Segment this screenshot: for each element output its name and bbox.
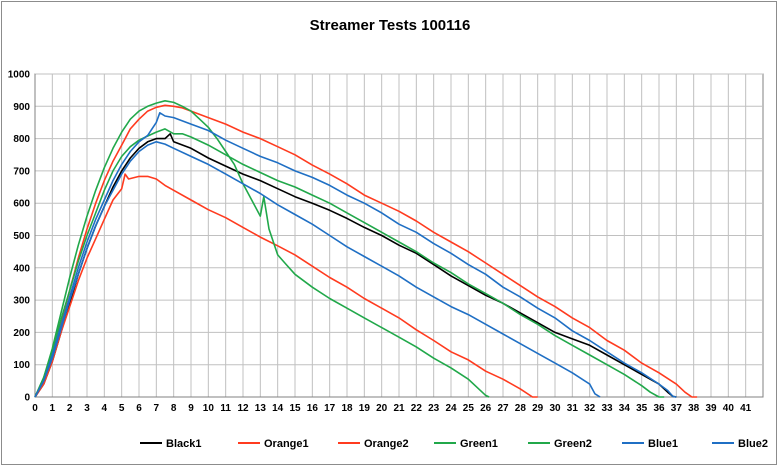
chart-title: Streamer Tests 100116 <box>310 17 471 34</box>
legend-label: Green2 <box>554 438 592 450</box>
series-line-green2 <box>34 128 665 398</box>
x-tick-label: 8 <box>171 403 177 414</box>
series-line-green1 <box>34 100 490 398</box>
legend-label: Orange2 <box>364 438 409 450</box>
legend: Black1 Orange1 Orange2 Green1 Green2 Blue1 Blu… <box>140 438 768 450</box>
x-tick-label: 23 <box>428 403 440 414</box>
x-tick-label: 11 <box>220 403 231 414</box>
x-tick-label: 39 <box>705 403 717 414</box>
x-tick-label: 28 <box>515 403 527 414</box>
x-tick-label: 13 <box>255 403 267 414</box>
x-tick-label: 10 <box>203 403 215 414</box>
x-tick-label: 5 <box>119 403 125 414</box>
x-tick-label: 9 <box>188 403 194 414</box>
y-tick-label: 1000 <box>8 70 31 81</box>
series-line-blue2 <box>34 141 601 398</box>
x-tick-label: 30 <box>549 403 561 414</box>
y-tick-label: 500 <box>13 231 30 242</box>
legend-label: Green1 <box>460 438 498 450</box>
legend-label: Blue1 <box>648 438 678 450</box>
x-tick-label: 18 <box>341 403 353 414</box>
x-tick-label: 15 <box>289 403 301 414</box>
x-tick-label: 26 <box>480 403 492 414</box>
x-tick-label: 27 <box>497 403 509 414</box>
x-tick-label: 6 <box>136 403 142 414</box>
y-tick-label: 100 <box>13 360 30 371</box>
x-tick-label: 25 <box>463 403 475 414</box>
y-tick-label: 0 <box>24 393 30 404</box>
series-line-orange1 <box>34 104 698 398</box>
legend-label: Orange1 <box>264 438 309 450</box>
y-tick-label: 900 <box>13 102 30 113</box>
x-tick-label: 33 <box>601 403 613 414</box>
x-tick-label: 0 <box>32 403 38 414</box>
x-tick-label: 14 <box>272 403 284 414</box>
x-tick-label: 2 <box>67 403 73 414</box>
x-tick-label: 17 <box>324 403 336 414</box>
series-line-blue1 <box>34 112 677 398</box>
x-tick-label: 12 <box>237 403 249 414</box>
x-tick-label: 35 <box>636 403 648 414</box>
gridlines <box>34 73 763 398</box>
legend-label: Blue2 <box>738 438 768 450</box>
y-tick-label: 200 <box>13 328 30 339</box>
x-tick-label: 1 <box>50 403 56 414</box>
x-tick-label: 38 <box>688 403 700 414</box>
y-tick-label: 800 <box>13 134 30 145</box>
x-tick-label: 22 <box>411 403 423 414</box>
x-tick-label: 16 <box>307 403 319 414</box>
x-tick-label: 29 <box>532 403 544 414</box>
x-tick-label: 3 <box>84 403 90 414</box>
series-line-orange2 <box>34 173 538 398</box>
x-tick-label: 31 <box>567 403 579 414</box>
x-tick-label: 32 <box>584 403 596 414</box>
y-tick-label: 300 <box>13 296 30 307</box>
x-tick-label: 40 <box>723 403 735 414</box>
x-tick-label: 19 <box>359 403 371 414</box>
x-tick-label: 24 <box>445 403 457 414</box>
x-tick-label: 20 <box>376 403 388 414</box>
y-tick-label: 400 <box>13 263 30 274</box>
x-tick-label: 4 <box>102 403 108 414</box>
x-tick-label: 7 <box>154 403 160 414</box>
y-tick-label: 700 <box>13 166 30 177</box>
series-lines <box>34 100 698 398</box>
y-tick-label: 600 <box>13 199 30 210</box>
x-tick-label: 21 <box>393 403 405 414</box>
axis-tick-labels: 0 1 2 3 4 5 6 7 8 9 10 11 12 13 14 15 16 17 18 19 20 21 22 23 24… <box>8 70 763 414</box>
legend-label: Black1 <box>166 438 201 450</box>
x-tick-label: 37 <box>671 403 683 414</box>
x-tick-label: 36 <box>653 403 665 414</box>
x-tick-label: 41 <box>740 403 752 414</box>
x-tick-label: 34 <box>619 403 631 414</box>
